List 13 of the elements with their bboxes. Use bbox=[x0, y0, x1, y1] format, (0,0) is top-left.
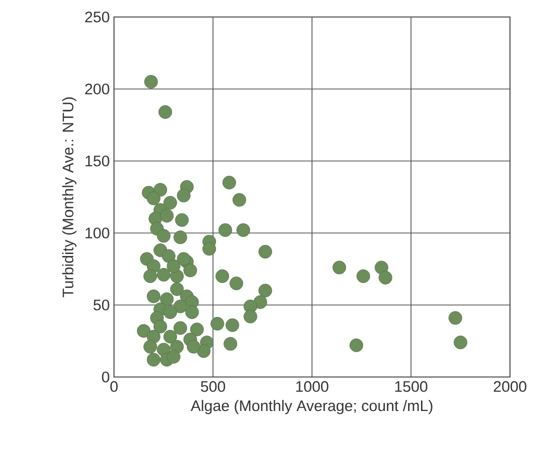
y-tick-label: 100 bbox=[86, 228, 110, 238]
y-tick-label: 200 bbox=[85, 84, 110, 94]
y-tick-label: 0 bbox=[102, 372, 110, 382]
x-tick-label: 2000 bbox=[494, 381, 526, 392]
x-tick-label: 1000 bbox=[296, 381, 328, 392]
x-tick-label: 1500 bbox=[395, 381, 428, 392]
x-tick-label: 0 bbox=[110, 381, 118, 392]
y-tick-label: 50 bbox=[94, 300, 110, 310]
y-tick-label: 150 bbox=[86, 156, 110, 166]
x-axis-title: Algae (Monthly Average; count /mL) bbox=[190, 400, 432, 414]
y-axis-title: Turbidity (Monthly Ave.: NTU) bbox=[62, 97, 76, 298]
x-tick-label: 500 bbox=[200, 381, 226, 392]
y-tick-label: 250 bbox=[85, 12, 110, 22]
